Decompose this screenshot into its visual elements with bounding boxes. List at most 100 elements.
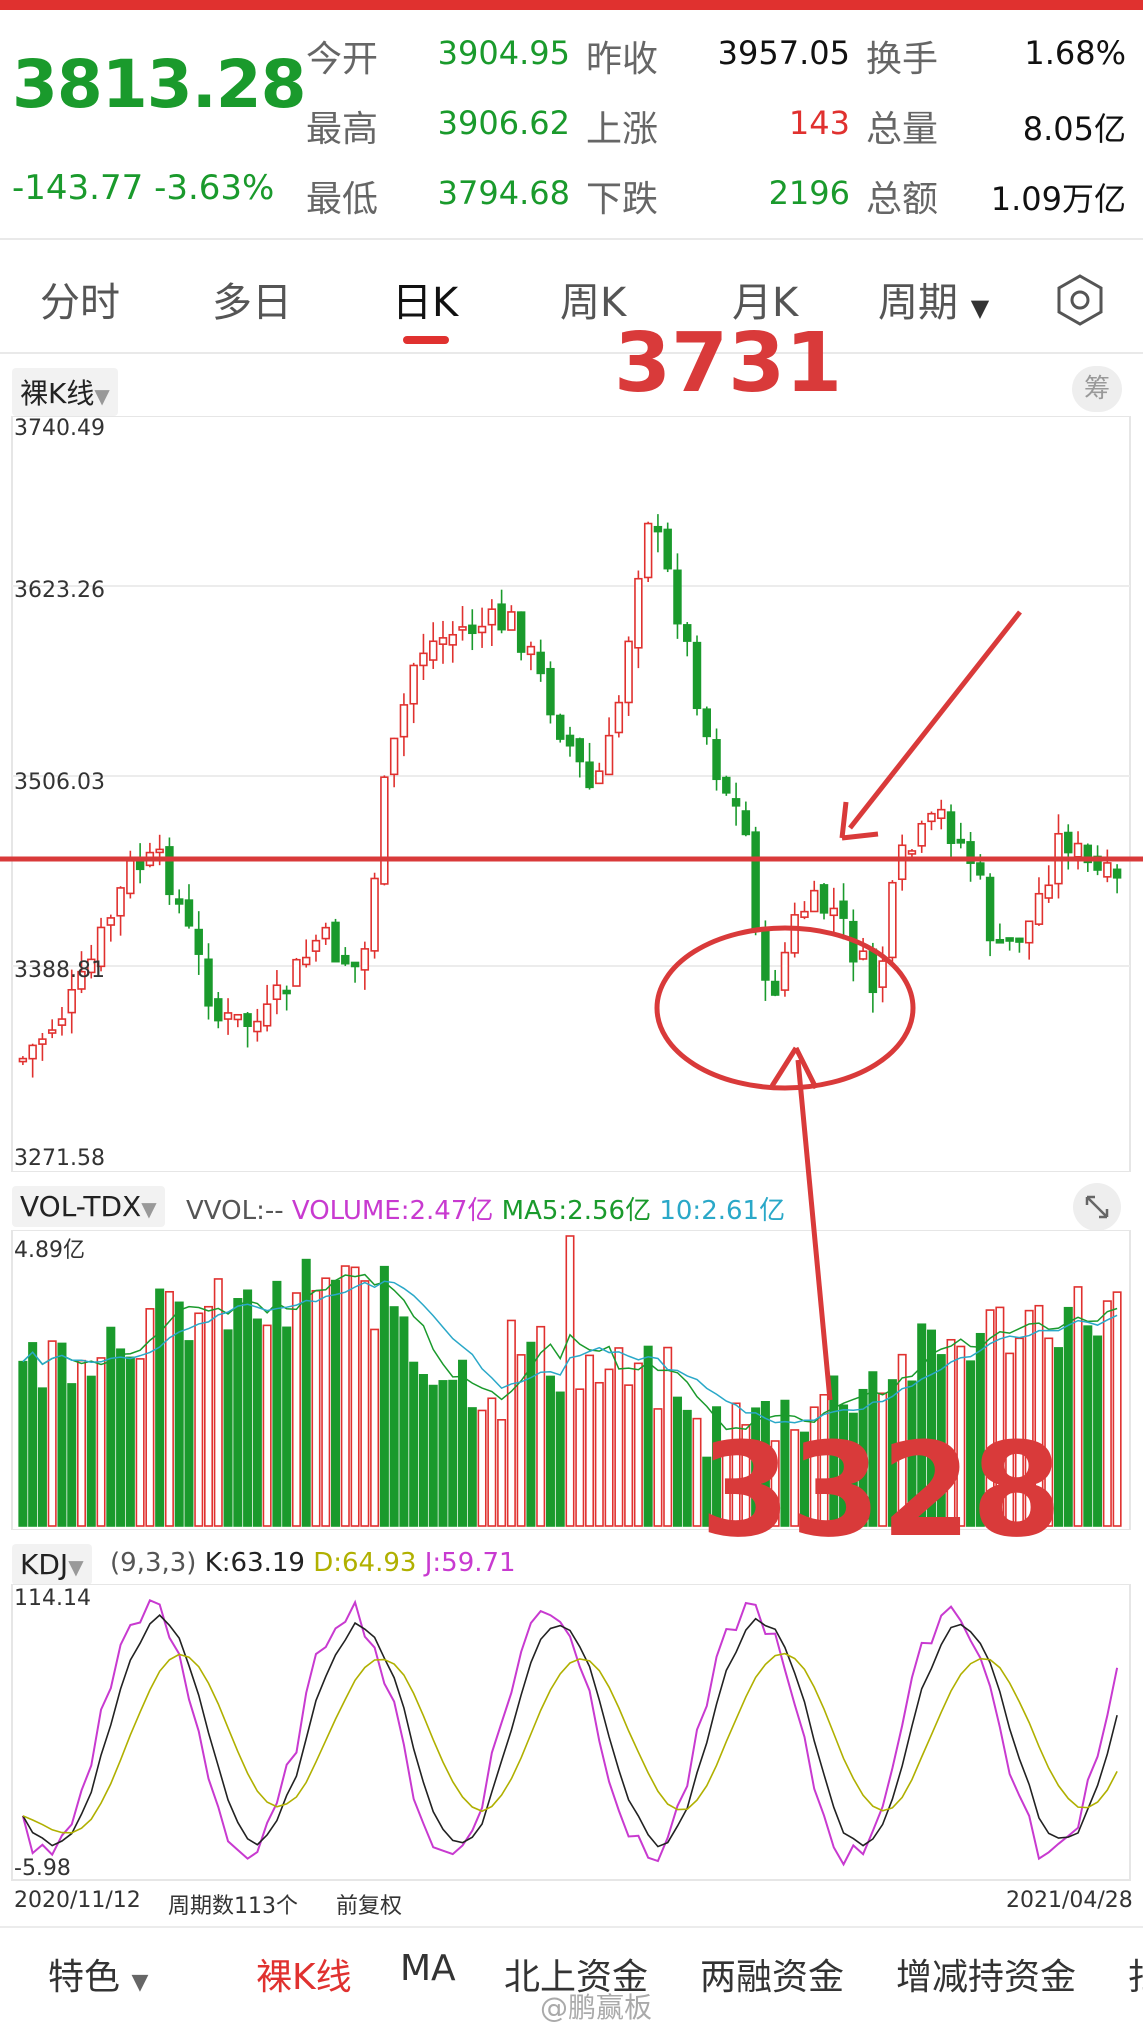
tab-monthly-k[interactable]: 月K	[732, 280, 799, 326]
volume-ma5-line	[22, 1273, 1118, 1431]
ma10-value: 10:2.61亿	[659, 1196, 786, 1226]
nav-featured-label: 特色	[48, 1957, 121, 1998]
volume-bar	[770, 1440, 780, 1527]
watermark-text: @鹏赢板	[540, 1991, 653, 2024]
volume-legend: VVOL:-- VOLUME:2.47亿 MA5:2.56亿 10:2.61亿	[186, 1190, 785, 1227]
volume-bar	[321, 1277, 331, 1527]
volume-bar	[428, 1384, 438, 1527]
candle-body	[272, 984, 282, 1001]
nav-more-cutoff[interactable]: 扫	[1128, 1948, 1143, 2000]
quote-label-1-1: 上涨	[586, 109, 659, 150]
volume-chart[interactable]	[0, 1230, 1143, 1530]
kdj-chart[interactable]	[0, 1584, 1143, 1884]
quote-header: 3813.28 -143.77 -3.63%	[0, 10, 1143, 238]
candle-body	[458, 626, 467, 631]
volume-bar	[799, 1431, 809, 1527]
nav-naked-k[interactable]: 裸K线	[256, 1957, 352, 1998]
volume-bar	[301, 1258, 311, 1527]
tab-weekly-k[interactable]: 周K	[560, 280, 627, 326]
candle-body	[174, 898, 184, 905]
candle-body	[409, 664, 418, 705]
candle-body	[419, 652, 428, 667]
candle-body	[253, 1020, 262, 1033]
volume-bar	[145, 1308, 155, 1527]
candle-body	[243, 1013, 252, 1027]
tab-daily-k[interactable]: 日K	[392, 280, 459, 326]
volume-bar	[536, 1325, 546, 1527]
candle-body	[927, 812, 936, 823]
volume-bar	[135, 1358, 145, 1527]
quote-value-2-2: 1.09万亿	[990, 180, 1126, 218]
candle-body	[438, 637, 448, 645]
change-percent: -3.63%	[154, 168, 275, 208]
tab-multi-day[interactable]: 多日	[212, 280, 292, 326]
candle-body	[214, 998, 223, 1022]
volume-bar	[1083, 1325, 1093, 1527]
volume-bar	[106, 1326, 116, 1527]
volume-indicator-selector[interactable]: VOL-TDX▼	[12, 1186, 165, 1227]
quote-label-2-1: 下跌	[586, 179, 659, 220]
volume-bar	[995, 1306, 1005, 1527]
candle-body	[907, 850, 917, 855]
nav-featured[interactable]: 特色 ▼	[48, 1948, 148, 2000]
candle-body	[282, 989, 291, 995]
candle-body	[878, 960, 887, 988]
expand-icon[interactable]	[1072, 1182, 1122, 1232]
volume-bar	[839, 1404, 849, 1527]
candle-body	[1064, 831, 1073, 854]
nav-northbound-funds[interactable]: 北上资金	[504, 1957, 649, 1998]
candle-body	[624, 640, 633, 704]
candle-body	[497, 603, 506, 631]
nav-ma[interactable]: MA	[400, 1948, 456, 1989]
volume-bar	[702, 1456, 712, 1527]
candle-body	[839, 900, 848, 919]
candle-body	[67, 988, 76, 1014]
kline-mode-selector[interactable]: 裸K线▼	[12, 368, 118, 416]
candle-body	[204, 958, 213, 1007]
volume-bar	[653, 1408, 663, 1527]
candle-body	[829, 907, 839, 917]
hexagon-settings-icon[interactable]	[1052, 272, 1108, 328]
y-tick-3: 3506.03	[14, 770, 105, 795]
volume-bar	[809, 1406, 819, 1527]
candle-body	[858, 950, 868, 960]
bottom-indicator-nav: 特色 ▼ 裸K线 MA 北上资金 两融资金 增减持资金 扫	[0, 1926, 1143, 2012]
candle-body	[761, 927, 770, 981]
nav-holding-change-funds[interactable]: 增减持资金	[896, 1957, 1077, 1998]
candle-body	[350, 961, 360, 968]
period-label: 周期	[878, 280, 958, 326]
volume-bar	[633, 1362, 643, 1527]
candle-body	[1044, 884, 1053, 899]
volume-frame	[11, 1230, 1131, 1530]
candle-body	[77, 970, 86, 990]
chip-distribution-button[interactable]: 筹	[1072, 366, 1122, 412]
tab-intraday[interactable]: 分时	[40, 280, 120, 326]
candle-body	[985, 876, 995, 942]
tab-period-dropdown[interactable]: 周期 ▼	[878, 270, 989, 328]
candle-body	[556, 714, 565, 740]
quote-label-2-2: 总额	[866, 179, 939, 220]
candle-body	[917, 822, 926, 847]
candle-body	[819, 884, 829, 914]
volume-max-label: 4.89亿	[14, 1238, 85, 1263]
candle-body	[976, 862, 985, 876]
volume-bar	[555, 1391, 565, 1527]
volume-bar	[311, 1289, 321, 1527]
candle-body	[575, 738, 584, 763]
candle-body	[634, 577, 643, 649]
nav-margin-funds[interactable]: 两融资金	[700, 1957, 845, 1998]
kdj-k-line	[22, 1614, 1118, 1848]
candlestick-chart[interactable]	[0, 416, 1143, 1172]
candle-body	[165, 846, 174, 896]
kdj-frame	[11, 1584, 1131, 1881]
active-tab-indicator	[403, 336, 449, 344]
volume-bar	[907, 1380, 917, 1527]
candle-body	[429, 640, 438, 661]
caret-down-icon: ▼	[94, 384, 110, 408]
candle-body	[751, 831, 760, 931]
volume-bar	[350, 1266, 360, 1527]
candle-body	[1005, 937, 1014, 942]
candle-body	[937, 808, 946, 820]
y-tick-2: 3623.26	[14, 578, 105, 603]
kdj-indicator-selector[interactable]: KDJ▼	[12, 1544, 92, 1585]
